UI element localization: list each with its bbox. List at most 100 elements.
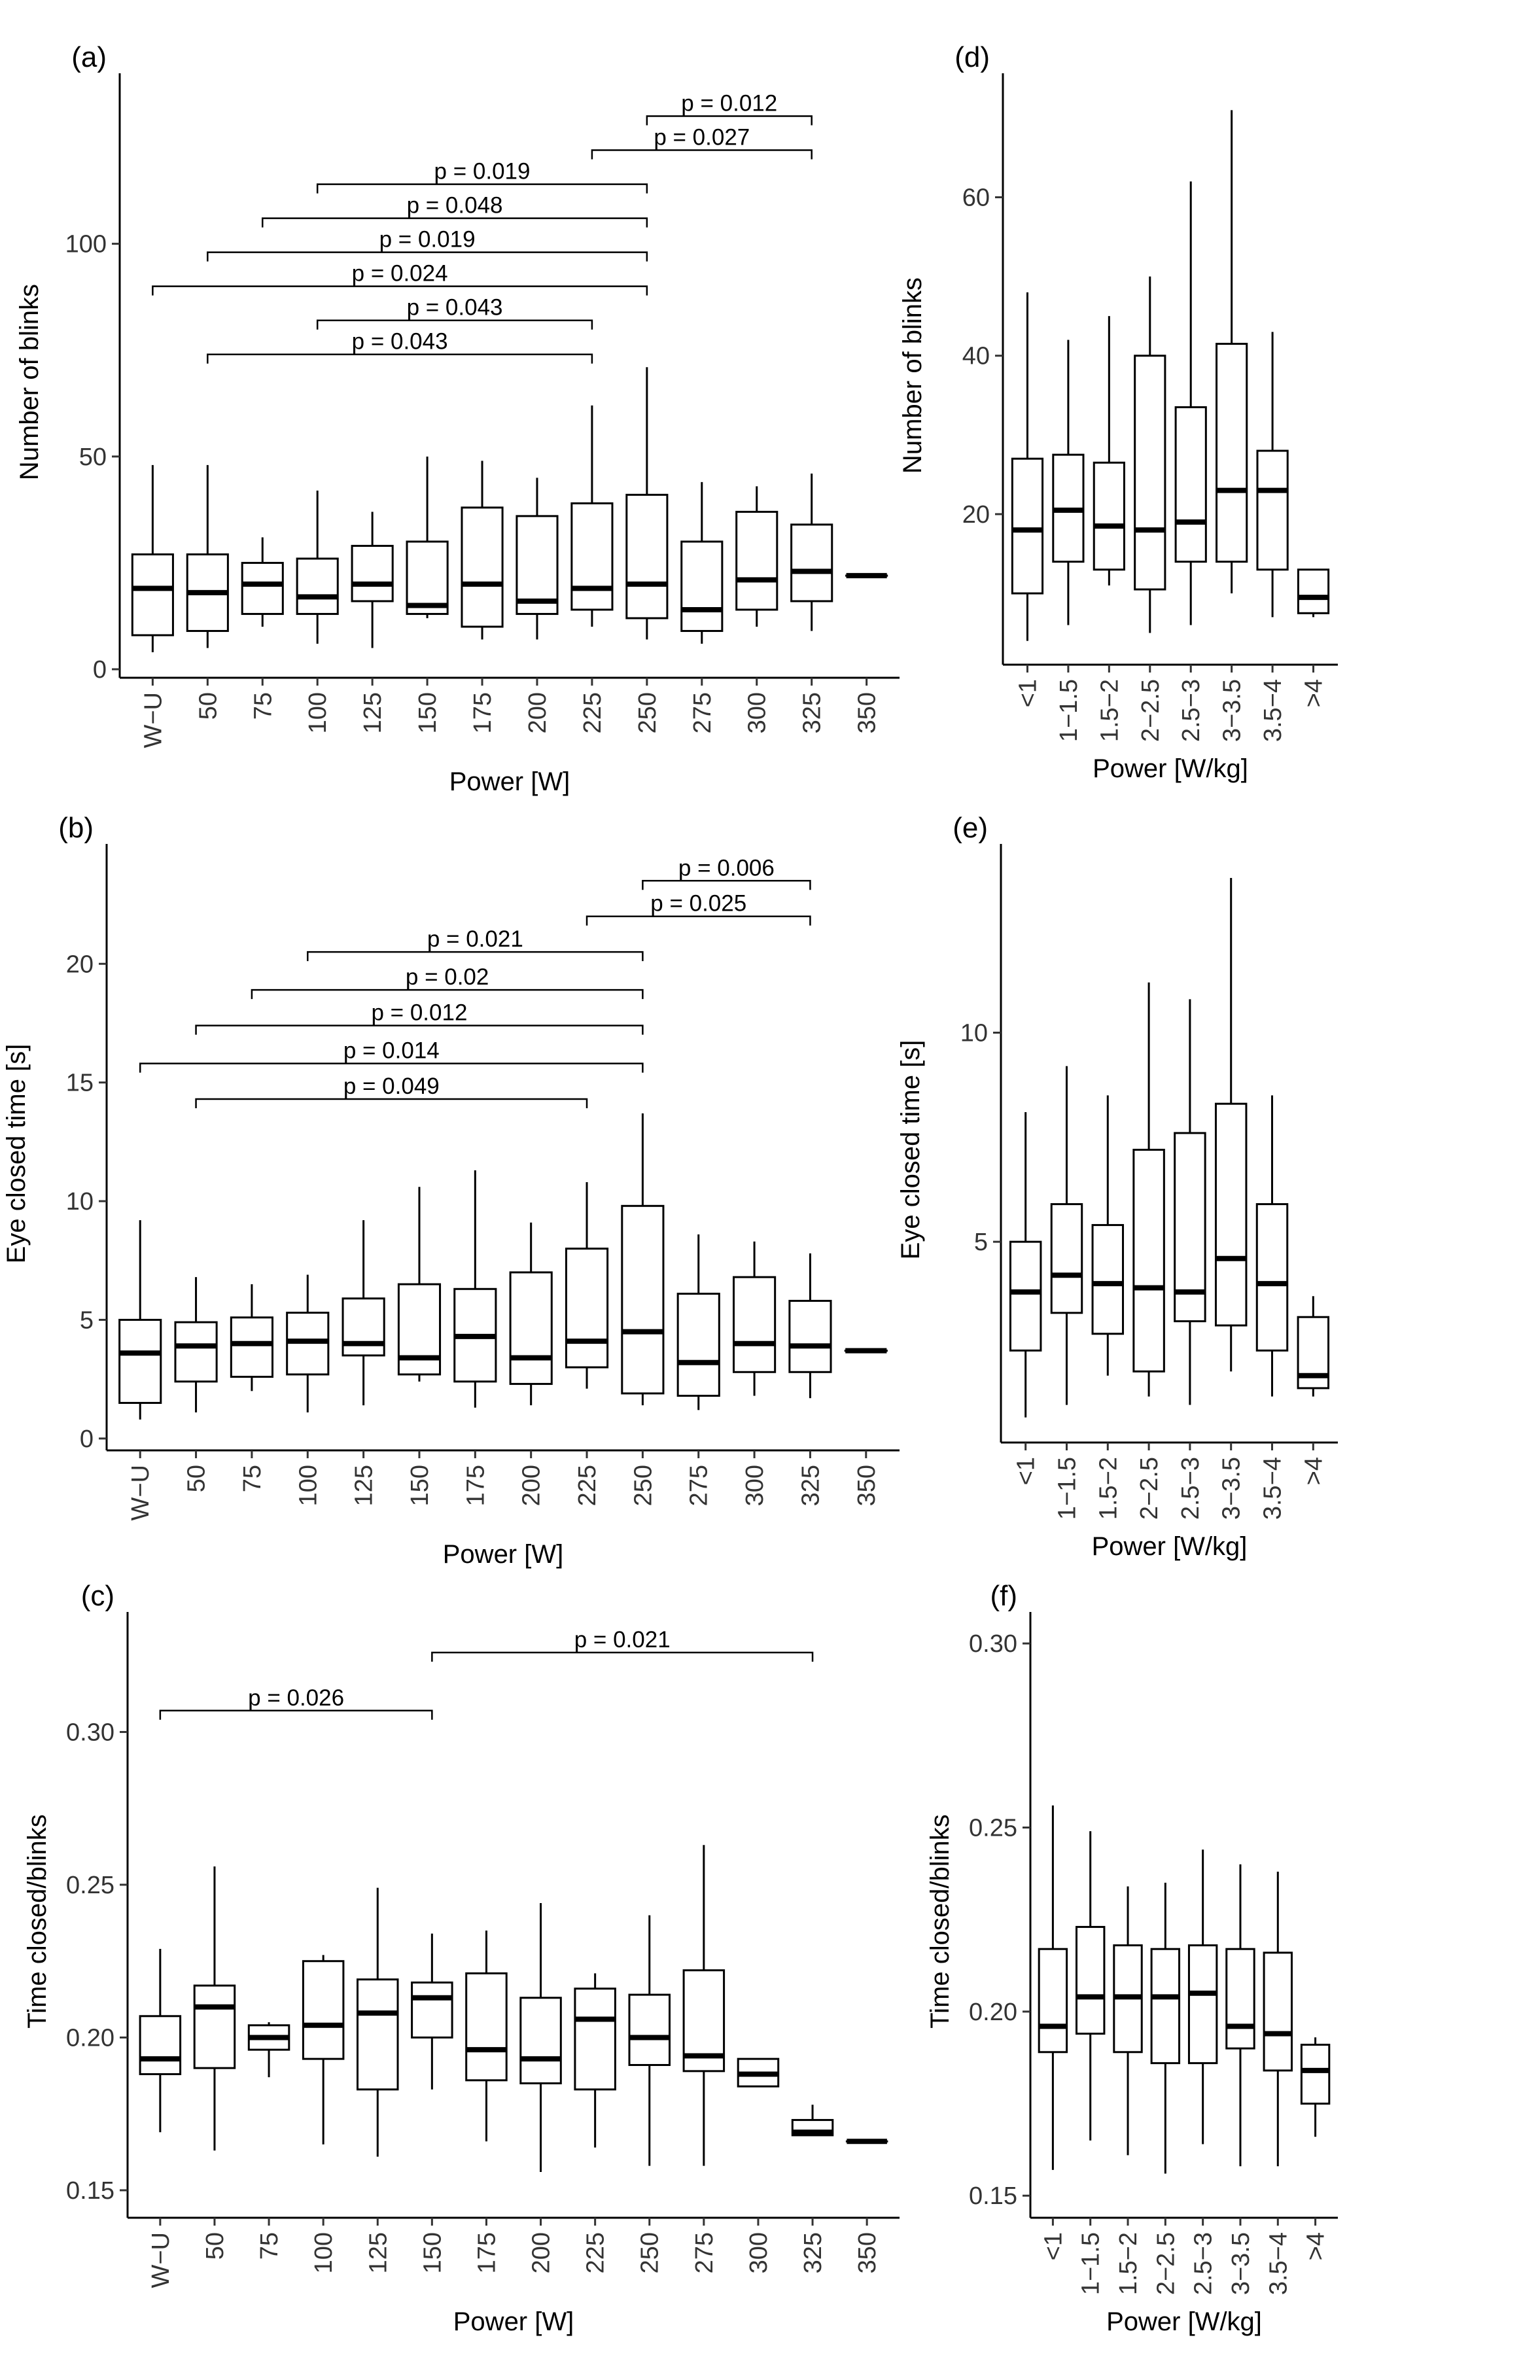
- y-tick-label: 5: [80, 1306, 94, 1334]
- x-tick-label: 125: [359, 692, 387, 733]
- x-tick-label: 50: [194, 692, 222, 720]
- x-tick-label: 50: [201, 2232, 229, 2260]
- panel-b: [99, 844, 900, 1458]
- significance-bracket: [152, 285, 648, 296]
- x-tick-label: 300: [741, 1465, 769, 1506]
- y-axis-title: Number of blinks: [15, 284, 44, 480]
- iqr-box: [1091, 1224, 1125, 1335]
- iqr-box: [131, 553, 174, 637]
- box-4: [1150, 1882, 1181, 2174]
- iqr-box: [574, 1987, 616, 2091]
- box-6: [411, 1933, 453, 2090]
- bracket-line: [646, 115, 813, 126]
- box-1: [1009, 1111, 1042, 1418]
- box-10: [628, 1915, 671, 2166]
- iqr-box: [1011, 457, 1044, 595]
- box-8: [509, 1222, 553, 1406]
- x-tick-label: W−U: [127, 1465, 154, 1521]
- significance-bracket: [316, 183, 648, 194]
- p-value-label: p = 0.024: [352, 261, 448, 287]
- y-axis-title: Number of blinks: [898, 277, 927, 474]
- x-tick-label: 2.5−3: [1178, 679, 1205, 742]
- y-tick-label: 20: [66, 951, 94, 978]
- iqr-box: [174, 1321, 218, 1383]
- p-value-label: p = 0.012: [681, 91, 777, 116]
- x-tick-label: 150: [419, 2232, 446, 2273]
- box-1: [1011, 292, 1044, 641]
- box-8: [519, 1902, 562, 2172]
- x-tick-label: 1.5−2: [1115, 2232, 1142, 2295]
- iqr-box: [509, 1271, 553, 1385]
- box-3: [1113, 1886, 1143, 2156]
- bracket-line: [431, 1651, 814, 1662]
- iqr-box: [788, 1299, 832, 1373]
- iqr-box: [1150, 1948, 1181, 2065]
- significance-bracket: [591, 149, 813, 160]
- iqr-box: [570, 502, 614, 611]
- x-tick-label: 3.5−4: [1259, 1457, 1287, 1520]
- x-tick-label: 250: [637, 2232, 664, 2273]
- iqr-box: [1263, 1951, 1293, 2072]
- iqr-box: [735, 510, 779, 611]
- x-tick-label: >4: [1303, 2232, 1330, 2260]
- x-tick-label: 75: [249, 692, 277, 720]
- box-1: [131, 464, 174, 652]
- panel-label: (a): [71, 41, 107, 73]
- x-axis-title: Power [W/kg]: [1092, 1532, 1248, 1561]
- y-tick-label: 50: [79, 444, 107, 471]
- panel-label: (b): [58, 812, 94, 844]
- x-tick-label: 75: [256, 2232, 283, 2260]
- box-2: [193, 1866, 236, 2151]
- iqr-box: [1225, 1948, 1255, 2050]
- x-tick-label: 225: [579, 692, 606, 733]
- iqr-box: [1038, 1948, 1068, 2054]
- x-tick-label: 100: [304, 692, 332, 733]
- x-tick-label: 175: [462, 1465, 489, 1506]
- x-tick-label: 250: [629, 1465, 657, 1506]
- x-tick-label: <1: [1014, 679, 1041, 707]
- x-tick-label: 250: [634, 692, 661, 733]
- box-6: [1216, 110, 1248, 594]
- p-value-label: p = 0.019: [434, 159, 531, 184]
- x-tick-label: 50: [183, 1465, 211, 1492]
- iqr-box: [1256, 449, 1289, 571]
- bracket-line: [591, 149, 813, 160]
- bracket-line: [642, 880, 811, 890]
- iqr-box: [118, 1318, 162, 1404]
- box-8: [516, 478, 559, 640]
- x-tick-label: 350: [854, 692, 881, 733]
- box-4: [286, 1274, 330, 1412]
- significance-bracket: [642, 880, 811, 890]
- x-tick-label: 325: [799, 692, 826, 733]
- iqr-box: [1300, 2044, 1331, 2105]
- x-tick-label: 2−2.5: [1137, 679, 1164, 742]
- p-value-label: p = 0.025: [650, 891, 746, 917]
- box-7: [453, 1170, 497, 1408]
- iqr-box: [516, 515, 559, 615]
- y-tick-label: 40: [962, 343, 990, 370]
- panel-label: (c): [81, 1580, 114, 1612]
- significance-bracket: [262, 217, 648, 228]
- iqr-box: [1134, 355, 1166, 591]
- box-3: [230, 1284, 273, 1391]
- iqr-box: [628, 1993, 671, 2066]
- box-2: [186, 464, 229, 648]
- p-value-label: p = 0.012: [371, 1000, 467, 1026]
- x-tick-label: 3−3.5: [1218, 1457, 1246, 1520]
- x-tick-label: 100: [294, 1465, 322, 1506]
- box-3: [1091, 1095, 1125, 1376]
- x-tick-label: 200: [518, 1465, 546, 1506]
- significance-bracket: [307, 951, 644, 962]
- box-9: [570, 405, 614, 627]
- x-axis-title: Power [W/kg]: [1106, 2307, 1262, 2336]
- box-6: [406, 456, 449, 618]
- box-5: [351, 512, 394, 648]
- iqr-box: [139, 2015, 182, 2076]
- significance-bracket: [316, 319, 593, 330]
- p-value-label: p = 0.021: [427, 926, 523, 952]
- bracket-line: [195, 1098, 588, 1109]
- bracket-line: [207, 353, 593, 364]
- iqr-box: [1297, 569, 1330, 614]
- bracket-line: [195, 1024, 644, 1035]
